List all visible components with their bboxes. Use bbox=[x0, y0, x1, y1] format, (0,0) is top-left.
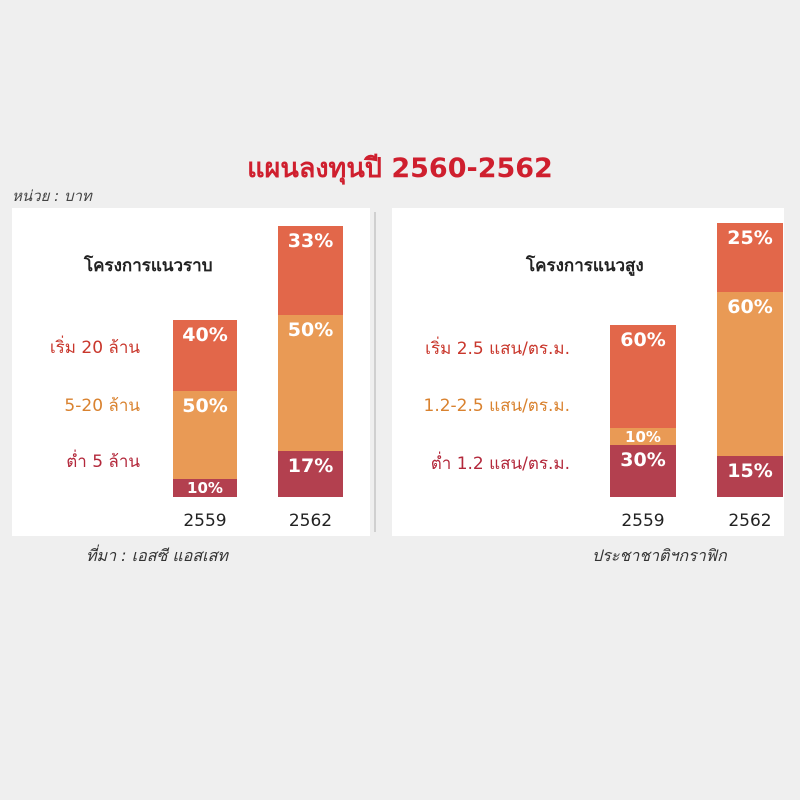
highrise-legend-label: เริ่ม 2.5 แสน/ตร.ม. bbox=[425, 339, 570, 359]
horizontal-legend-label: 5-20 ล้าน bbox=[64, 396, 140, 416]
horizontal-data-label: 17% bbox=[287, 454, 334, 477]
highrise-data-label: 30% bbox=[620, 449, 666, 472]
highrise-bar-segment: 25% bbox=[717, 223, 783, 292]
unit-label: หน่วย : บาท bbox=[12, 187, 92, 205]
horizontal-data-label: 33% bbox=[287, 230, 334, 252]
chart-title: แผนลงทุนปี 2560-2562 bbox=[247, 153, 553, 184]
highrise-data-label: 60% bbox=[620, 329, 666, 351]
highrise-data-label: 60% bbox=[727, 295, 773, 318]
horizontal-bar-segment: 17% bbox=[278, 450, 343, 497]
highrise-data-label: 10% bbox=[625, 428, 661, 446]
source-note: ที่มา : เอสซี แอสเสท bbox=[86, 546, 228, 565]
horizontal-bar-segment: 50% bbox=[278, 315, 343, 451]
highrise-year-label: 2559 bbox=[621, 511, 665, 531]
horizontal-year-label: 2559 bbox=[183, 511, 227, 531]
highrise-bar-segment: 60% bbox=[717, 291, 783, 456]
highrise-data-label: 15% bbox=[727, 459, 773, 482]
highrise-chart-title: โครงการแนวสูง bbox=[526, 256, 644, 276]
horizontal-bar-segment: 50% bbox=[173, 390, 237, 480]
highrise-year-label: 2562 bbox=[728, 511, 772, 531]
horizontal-bar-segment: 33% bbox=[278, 226, 343, 316]
horizontal-legend-label: เริ่ม 20 ล้าน bbox=[49, 338, 140, 358]
horizontal-year-label: 2562 bbox=[288, 511, 333, 531]
highrise-bar-segment: 10% bbox=[610, 428, 676, 446]
highrise-bar-segment: 60% bbox=[610, 325, 676, 429]
highrise-bar-segment: 30% bbox=[610, 445, 676, 497]
horizontal-data-label: 50% bbox=[182, 394, 228, 417]
panel-divider bbox=[374, 212, 376, 532]
credit-note: ประชาชาติฯกราฟิก bbox=[592, 546, 727, 565]
horizontal-bar-segment: 10% bbox=[173, 479, 237, 497]
horizontal-data-label: 10% bbox=[187, 479, 223, 497]
horizontal-bar-segment: 40% bbox=[173, 320, 237, 391]
highrise-legend-label: ต่ำ 1.2 แสน/ตร.ม. bbox=[430, 454, 570, 474]
highrise-data-label: 25% bbox=[727, 227, 773, 249]
horizontal-data-label: 40% bbox=[182, 324, 228, 346]
highrise-legend-label: 1.2-2.5 แสน/ตร.ม. bbox=[423, 396, 570, 416]
highrise-bar-segment: 15% bbox=[717, 455, 783, 497]
horizontal-legend-label: ต่ำ 5 ล้าน bbox=[66, 452, 140, 472]
horizontal-data-label: 50% bbox=[287, 319, 334, 342]
horizontal-chart-title: โครงการแนวราบ bbox=[84, 256, 213, 276]
